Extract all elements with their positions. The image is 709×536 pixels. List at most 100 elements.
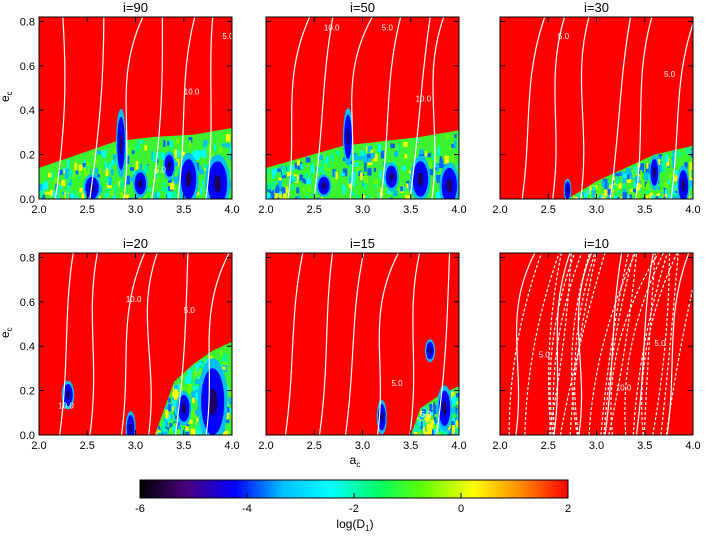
chaos-speckle [613, 195, 619, 199]
chaos-speckle [568, 198, 572, 199]
chaos-speckle [188, 140, 192, 148]
chaos-speckle [104, 161, 107, 170]
chaos-speckle [157, 432, 163, 435]
x-tick-label: 3.0 [355, 440, 370, 452]
chaos-speckle [175, 161, 178, 167]
chaos-speckle [296, 160, 301, 166]
contour-line [643, 253, 656, 435]
chaos-speckle [221, 366, 226, 371]
chaos-speckle [327, 167, 331, 171]
chaos-speckle [690, 180, 693, 188]
chaos-speckle [78, 171, 81, 177]
chaos-speckle [430, 411, 434, 419]
chaos-speckle [689, 161, 692, 171]
chaos-speckle [162, 182, 166, 186]
chaos-speckle [294, 162, 297, 169]
chaos-speckle [66, 189, 71, 194]
chaos-speckle [285, 186, 288, 194]
chaos-speckle [607, 182, 610, 191]
chaos-speckle [266, 193, 271, 199]
chaos-speckle [416, 418, 419, 424]
y-tick-label: 0.4 [20, 341, 35, 353]
contour-label: 5.0 [420, 410, 432, 419]
chaos-speckle [623, 173, 628, 179]
heatmap-panel: 10.0 5.0 10.0 i=50 2.0 2.5 3.0 3.5 4.0 [258, 0, 466, 216]
chaos-speckle [176, 429, 181, 435]
chaos-speckle [641, 180, 645, 189]
island-core [213, 174, 222, 193]
chaos-speckle [191, 390, 196, 400]
chaos-speckle [41, 194, 45, 199]
chaos-speckle [129, 177, 134, 182]
island-core [167, 161, 172, 171]
chaos-speckle [290, 171, 294, 176]
chaos-speckle [429, 425, 432, 435]
panel-title: i=20 [123, 236, 148, 251]
chaos-speckle [667, 193, 672, 199]
chaos-speckle [351, 171, 356, 181]
chaos-speckle [165, 409, 169, 419]
chaos-speckle [568, 198, 573, 199]
chaos-speckle [154, 192, 157, 199]
chaos-speckle [626, 174, 630, 180]
chaos-speckle [74, 196, 79, 199]
chaos-speckle [98, 167, 101, 174]
chaos-speckle [222, 361, 228, 366]
chaos-speckle [656, 193, 662, 197]
chaos-speckle [658, 160, 663, 165]
chaos-speckle [44, 182, 48, 189]
chaos-speckle [366, 153, 372, 162]
contour-line [205, 253, 230, 435]
contour-line [600, 253, 629, 435]
chaos-speckle [196, 424, 202, 431]
x-tick-label: 2.5 [307, 204, 322, 216]
y-tick-label: 0.0 [20, 194, 35, 206]
chaos-speckle [277, 180, 283, 189]
chaos-speckle [191, 386, 196, 391]
chaos-speckle [272, 181, 276, 188]
chaos-speckle [389, 197, 393, 199]
chaos-speckle [132, 150, 135, 154]
chaos-speckle [392, 190, 398, 197]
island-core [208, 388, 218, 416]
chaos-speckle [358, 155, 363, 161]
chaos-speckle [56, 187, 60, 195]
x-tick-label: 4.0 [224, 204, 239, 216]
chaos-speckle [342, 184, 346, 194]
chaos-speckle [455, 397, 459, 402]
chaos-speckle [421, 409, 426, 414]
chaos-speckle [309, 196, 312, 199]
chaos-speckle [342, 157, 346, 162]
chaos-speckle [423, 421, 427, 426]
chaos-speckle [67, 178, 71, 183]
chaos-speckle [335, 150, 341, 156]
chaos-speckle [164, 420, 169, 427]
chaos-speckle [320, 160, 325, 164]
colorbar-tick-label: 0 [458, 503, 464, 515]
chaos-speckle [661, 164, 666, 171]
chaos-speckle [282, 166, 286, 176]
chaos-speckle [324, 164, 327, 172]
chaos-speckle [139, 163, 143, 170]
chaos-speckle [362, 195, 366, 199]
chaos-speckle [295, 196, 298, 199]
chaos-speckle [39, 189, 43, 198]
chaos-speckle [330, 153, 334, 162]
chaos-speckle [367, 157, 371, 163]
contour-line [641, 253, 678, 435]
chaos-speckle [404, 191, 410, 198]
chaos-speckle [455, 393, 459, 399]
x-tick-label: 2.0 [31, 440, 46, 452]
chaos-speckle [176, 171, 180, 175]
contour-line [177, 17, 196, 199]
chaos-speckle [83, 160, 86, 164]
chaos-speckle [58, 169, 63, 176]
chaos-speckle [329, 178, 335, 183]
chaos-speckle [433, 413, 437, 423]
x-tick-label: 2.5 [541, 440, 556, 452]
chaos-speckle [321, 164, 326, 173]
chaos-speckle [196, 191, 200, 196]
chaos-speckle [288, 175, 293, 184]
x-tick-label: 2.0 [258, 440, 273, 452]
chaos-speckle [167, 420, 172, 425]
